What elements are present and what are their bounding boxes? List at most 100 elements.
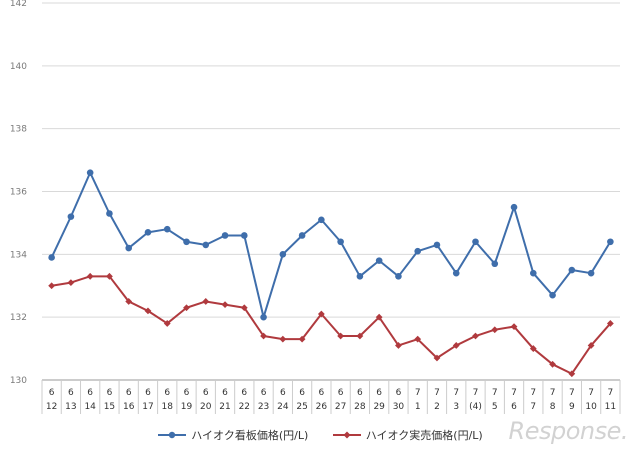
y-tick-label-132: 132	[10, 313, 27, 323]
data-point-series-0	[395, 273, 402, 280]
y-tick-label-134: 134	[10, 250, 27, 260]
y-tick-label-140: 140	[10, 62, 27, 72]
data-point-series-1	[202, 298, 210, 305]
data-point-series-1	[86, 272, 94, 280]
data-point-series-1	[337, 332, 345, 340]
x-tick-day-label: 12	[46, 402, 57, 412]
data-point-series-1	[510, 323, 518, 330]
x-tick-day-label: 18	[162, 402, 174, 412]
data-point-series-1	[472, 332, 479, 340]
x-tick-month-label: 7	[607, 388, 613, 398]
line-chart: 1301321341361381401426126136146156166176…	[10, 0, 621, 414]
x-tick-day-label: (4)	[469, 402, 482, 412]
x-tick-month-label: 7	[415, 388, 421, 398]
x-tick-month-label: 6	[49, 388, 55, 398]
x-tick-day-label: 5	[492, 402, 498, 412]
y-tick-label-136: 136	[10, 188, 27, 198]
data-point-series-1	[433, 354, 441, 362]
x-tick-month-label: 6	[126, 388, 132, 398]
x-tick-day-label: 30	[393, 402, 405, 412]
x-tick-day-label: 24	[277, 402, 289, 412]
x-tick-month-label: 7	[511, 388, 517, 398]
x-tick-day-label: 11	[605, 402, 616, 412]
x-tick-month-label: 6	[164, 388, 170, 398]
x-tick-day-label: 15	[104, 402, 115, 412]
data-point-series-1	[375, 313, 383, 321]
legend-item-list-price: ハイオク看板価格(円/L)	[157, 427, 308, 443]
x-tick-day-label: 26	[316, 402, 328, 412]
x-tick-day-label: 29	[373, 402, 385, 412]
x-tick-day-label: 21	[219, 402, 230, 412]
x-tick-month-label: 6	[184, 388, 190, 398]
y-tick-label-138: 138	[10, 125, 27, 135]
y-tick-label-130: 130	[10, 376, 27, 386]
data-point-series-0	[298, 232, 306, 239]
legend-marker-circle-icon	[158, 431, 187, 439]
data-point-series-0	[48, 254, 55, 261]
data-point-series-0	[144, 229, 152, 236]
x-tick-month-label: 7	[588, 388, 594, 398]
data-point-series-0	[549, 291, 556, 299]
x-tick-day-label: 25	[296, 402, 307, 412]
data-point-series-1	[606, 320, 614, 327]
legend-item-actual-price: ハイオク実売価格(円/L)	[332, 427, 483, 443]
x-tick-day-label: 28	[354, 402, 366, 412]
x-tick-month-label: 7	[434, 388, 440, 398]
response-logo-watermark: Response.	[508, 417, 629, 445]
data-point-series-0	[221, 232, 229, 239]
data-point-series-0	[568, 266, 576, 274]
data-point-series-0	[587, 269, 595, 277]
data-point-series-0	[106, 210, 113, 217]
data-point-series-1	[67, 279, 75, 287]
x-tick-month-label: 6	[87, 388, 93, 398]
data-point-series-0	[530, 269, 537, 277]
x-tick-month-label: 6	[68, 388, 74, 398]
x-tick-month-label: 6	[145, 388, 151, 398]
data-point-series-0	[472, 238, 479, 246]
x-tick-day-label: 22	[239, 402, 250, 412]
data-point-series-0	[86, 169, 94, 176]
x-tick-day-label: 9	[569, 402, 575, 412]
x-tick-day-label: 14	[84, 402, 96, 412]
data-point-series-0	[607, 238, 614, 246]
x-tick-day-label: 7	[530, 402, 536, 412]
data-point-series-0	[279, 251, 287, 258]
data-point-series-1	[587, 342, 595, 349]
data-point-series-0	[337, 238, 344, 246]
x-tick-day-label: 8	[550, 402, 556, 412]
series-line-1	[51, 275, 612, 375]
x-tick-day-label: 3	[453, 402, 459, 412]
data-point-series-0	[241, 232, 248, 239]
data-point-series-0	[433, 241, 441, 249]
data-point-series-1	[48, 282, 56, 290]
data-point-series-1	[529, 345, 537, 352]
data-point-series-1	[298, 335, 306, 343]
data-point-series-1	[395, 342, 402, 349]
x-tick-month-label: 7	[569, 388, 575, 398]
data-point-series-0	[125, 244, 132, 252]
data-point-series-1	[183, 304, 190, 312]
data-point-series-1	[163, 320, 171, 327]
x-tick-month-label: 6	[261, 388, 267, 398]
data-point-series-0	[452, 269, 460, 277]
data-point-series-1	[356, 332, 364, 340]
x-tick-day-label: 19	[181, 402, 193, 412]
y-tick-label-142: 142	[10, 0, 27, 9]
series-line-0	[50, 171, 612, 319]
x-tick-month-label: 6	[107, 388, 113, 398]
x-tick-day-label: 27	[335, 402, 346, 412]
x-tick-day-label: 6	[511, 402, 517, 412]
x-tick-month-label: 6	[222, 388, 228, 398]
data-point-series-1	[221, 301, 229, 308]
data-point-series-1	[279, 335, 287, 343]
x-tick-month-label: 6	[357, 388, 363, 398]
x-tick-month-label: 6	[299, 388, 305, 398]
x-tick-day-label: 13	[65, 402, 76, 412]
x-tick-month-label: 6	[318, 388, 324, 398]
data-point-series-0	[491, 260, 499, 268]
data-point-series-1	[260, 332, 267, 340]
x-tick-month-label: 6	[280, 388, 286, 398]
data-point-series-0	[163, 225, 171, 233]
x-tick-day-label: 17	[142, 402, 153, 412]
x-tick-month-label: 7	[492, 388, 498, 398]
